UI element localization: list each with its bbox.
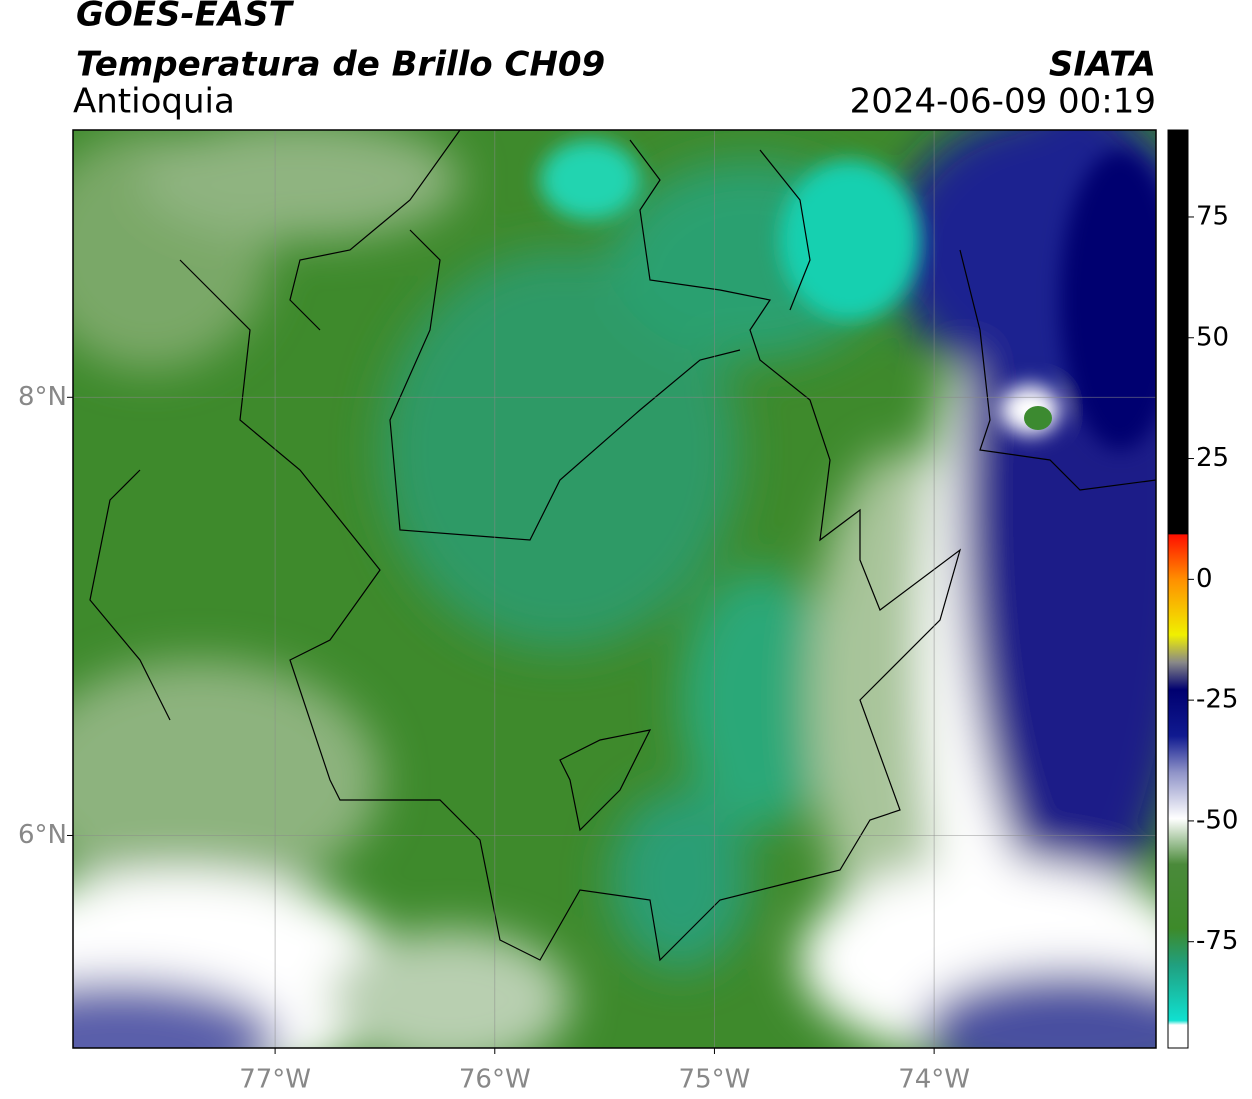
satellite-image: [73, 130, 1156, 1048]
x-tick-label: 74°W: [898, 1065, 970, 1095]
subtitle: Temperatura de Brillo CH09: [76, 45, 605, 85]
borders: [89, 130, 1156, 962]
colorbar-tick-label: -50: [1196, 805, 1238, 835]
colorbar-tick-label: -75: [1196, 926, 1238, 956]
timestamp: 2024-06-09 00:19: [850, 82, 1156, 122]
colorbar-tick-label: 50: [1196, 322, 1229, 352]
map-frame: [72, 129, 1157, 1049]
x-tick-label: 75°W: [679, 1065, 751, 1095]
source: SIATA: [1049, 45, 1156, 85]
colorbar-tick-label: 25: [1196, 443, 1229, 473]
region: Antioquia: [73, 82, 235, 122]
grid: [73, 130, 1156, 1048]
y-tick-label: 8°N: [18, 382, 67, 412]
y-tick-label: 6°N: [18, 820, 67, 850]
colorbar-tick-label: 0: [1196, 564, 1213, 594]
colorbar-tick-label: -25: [1196, 685, 1238, 715]
title: GOES-EAST: [76, 0, 295, 35]
x-tick-label: 77°W: [239, 1065, 311, 1095]
x-tick-label: 76°W: [459, 1065, 531, 1095]
colorbar-tick-label: 75: [1196, 201, 1229, 231]
colorbar: [1167, 129, 1189, 1049]
